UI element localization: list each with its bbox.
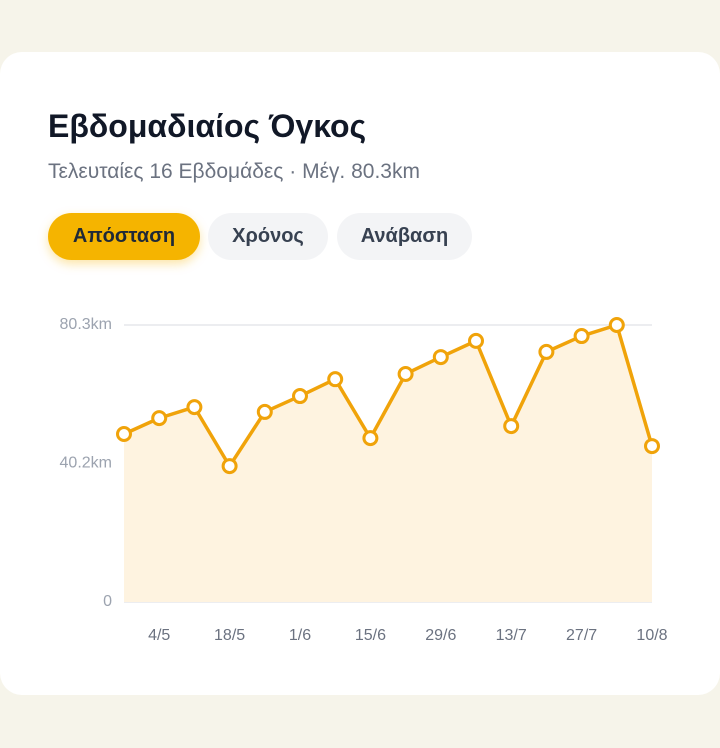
point — [503, 418, 520, 435]
x-tick-label: 1/6 — [289, 627, 311, 644]
x-tick-label: 10/8 — [636, 627, 667, 644]
point — [432, 349, 449, 366]
tab[interactable]: Ανάβαση — [337, 213, 472, 260]
point — [538, 343, 555, 360]
point — [151, 410, 168, 427]
x-tick-label: 18/5 — [214, 627, 245, 644]
point — [186, 399, 203, 416]
x-tick-label: 27/7 — [566, 627, 597, 644]
x-tick-label: 4/5 — [148, 627, 170, 644]
y-tick-label: 80.3km — [60, 316, 112, 333]
title: Εβδομαδιαίος Όγκος — [48, 108, 367, 144]
tab[interactable]: Απόσταση — [48, 213, 200, 260]
point — [608, 317, 625, 333]
subtitle: Τελευταίες 16 Εβδομάδες · Μέγ. 80.3km — [48, 160, 420, 183]
line — [123, 323, 654, 468]
point — [362, 430, 379, 447]
area — [124, 325, 652, 602]
x-tick-label: 15/6 — [355, 627, 386, 644]
point — [221, 458, 238, 475]
point — [256, 403, 273, 420]
point — [292, 388, 308, 405]
tab[interactable]: Χρόνος — [208, 213, 328, 260]
point — [116, 426, 132, 443]
point — [644, 438, 660, 455]
x-tick-label: 13/7 — [496, 627, 527, 644]
point — [573, 328, 590, 345]
point — [468, 332, 484, 349]
point — [397, 365, 414, 382]
x-tick-label: 29/6 — [425, 627, 456, 644]
y-tick-label: 0 — [103, 593, 112, 610]
y-tick-label: 40.2km — [60, 455, 112, 472]
point — [327, 371, 344, 388]
